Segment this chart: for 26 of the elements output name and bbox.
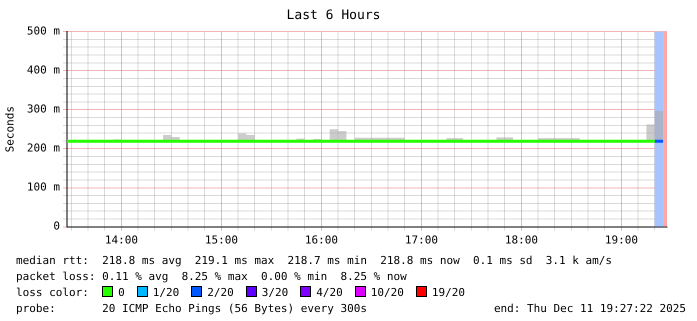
legend-label: 0 bbox=[118, 286, 125, 299]
legend-label: 2/20 bbox=[207, 286, 234, 299]
y-tick-label: 200 m bbox=[26, 142, 60, 155]
x-tick-label: 16:00 bbox=[304, 233, 338, 246]
y-tick-label: 0 bbox=[53, 220, 60, 233]
legend-title: loss color: bbox=[16, 286, 90, 299]
y-tick-label: 400 m bbox=[26, 64, 60, 76]
legend-label: 19/20 bbox=[432, 286, 465, 299]
x-tick-label: 17:00 bbox=[404, 233, 438, 246]
y-axis-title: Seconds bbox=[3, 106, 16, 152]
text: end: Thu Dec 11 19:27:22 2025 bbox=[494, 301, 686, 317]
chart-title: Last 6 Hours bbox=[286, 8, 380, 24]
x-tick-label: 19:00 bbox=[604, 233, 638, 246]
text: probe: 20 ICMP Echo Pings (56 Bytes) every 300s bbox=[16, 302, 367, 315]
x-tick-label: 15:00 bbox=[204, 233, 238, 246]
legend-label: 3/20 bbox=[262, 286, 288, 299]
y-tick-label: 500 m bbox=[26, 24, 60, 38]
y-tick-label: 100 m bbox=[26, 180, 60, 194]
text: median rtt: 218.8 ms avg 219.1 ms max 218.7 ms min 218.8 ms now 0.1 ms sd 3.1 k am/s bbox=[16, 253, 614, 269]
legend-label: 1/20 bbox=[152, 286, 180, 299]
x-tick-label: 14:00 bbox=[104, 233, 138, 246]
y-tick-label: 300 m bbox=[26, 102, 60, 116]
text: packet loss: 0.11 % avg 8.25 % max 0.00 % min 8.25 % now bbox=[16, 269, 408, 285]
legend-label: 10/20 bbox=[370, 286, 404, 299]
legend-label: 4/20 bbox=[316, 286, 343, 299]
x-tick-label: 18:00 bbox=[504, 233, 538, 246]
